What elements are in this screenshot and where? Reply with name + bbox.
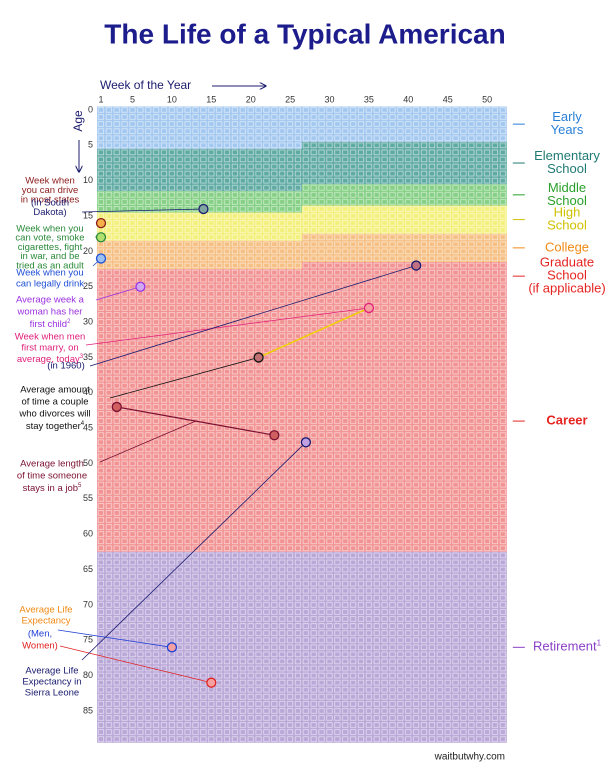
x-tick-label: 35 — [364, 94, 374, 104]
y-tick-label: 55 — [83, 493, 93, 503]
annotation-label: Women) — [22, 641, 58, 652]
x-tick-label: 20 — [246, 94, 256, 104]
credit: waitbutwhy.com — [434, 752, 505, 763]
marker — [254, 353, 263, 362]
stage-label: (if applicable) — [528, 281, 605, 296]
x-axis-label: Week of the Year — [100, 78, 191, 92]
footnote: 5 — [78, 483, 82, 489]
annotation-label: first marry, on — [21, 343, 78, 354]
annotation-label: of time someone — [17, 471, 87, 482]
annotation-label: Week when you — [16, 268, 83, 279]
annotation-text: first child — [30, 319, 67, 330]
chart-title: The Life of a Typical American — [104, 18, 505, 49]
annotation-label: who divorces will — [18, 409, 90, 420]
y-tick-label: 0 — [88, 104, 93, 114]
y-tick-label: 75 — [83, 635, 93, 645]
x-tick-label: 45 — [443, 94, 453, 104]
y-tick-label: 15 — [83, 210, 93, 220]
annotation-label: Average amount — [20, 385, 90, 396]
stage-label: Years — [551, 122, 584, 137]
annotation-label: of time a couple — [21, 397, 88, 408]
y-tick-label: 25 — [83, 281, 93, 291]
annotation-text: stays in a job — [23, 483, 78, 494]
x-tick-label: 25 — [285, 94, 295, 104]
annotation-label: Average length — [20, 459, 84, 470]
annotation-text: stay together — [26, 421, 81, 432]
week-grid — [97, 106, 507, 742]
x-tick-label: 5 — [130, 94, 135, 104]
annotation-label: Expectancy — [21, 616, 70, 627]
y-axis-label: Age — [71, 110, 85, 132]
marker — [270, 431, 279, 440]
stage-label: College — [545, 239, 589, 254]
y-tick-label: 10 — [83, 175, 93, 185]
y-tick-label: 5 — [88, 140, 93, 150]
x-tick-label: 15 — [206, 94, 216, 104]
annotation-label: Sierra Leone — [25, 688, 79, 699]
marker — [97, 233, 106, 242]
x-tick-label: 40 — [403, 94, 413, 104]
y-tick-label: 70 — [83, 599, 93, 609]
marker — [199, 204, 208, 213]
annotation-label: stays in a job5 — [23, 483, 82, 494]
annotation-label: Expectancy in — [22, 677, 81, 688]
x-tick-label: 1 — [98, 94, 103, 104]
stage-label-text: Retirement — [533, 639, 597, 654]
y-tick-label: 45 — [83, 423, 93, 433]
y-tick-label: 65 — [83, 564, 93, 574]
stage-label: School — [547, 218, 587, 233]
y-tick-label: 60 — [83, 529, 93, 539]
marker — [97, 254, 106, 263]
footnote: 1 — [597, 638, 602, 647]
marker — [97, 219, 106, 228]
y-tick-label: 85 — [83, 705, 93, 715]
y-tick-label: 80 — [83, 670, 93, 680]
marker — [207, 678, 216, 687]
y-tick-label: 40 — [83, 387, 93, 397]
annotation-label: Week when men — [15, 332, 86, 343]
annotation-label: Dakota) — [33, 207, 66, 218]
annotation-label: Average week a — [16, 295, 85, 306]
marker — [167, 643, 176, 652]
annotation-label: (Men, — [28, 629, 52, 640]
marker — [112, 402, 121, 411]
annotation-label: woman has her — [17, 307, 83, 318]
stage-label: Career — [546, 413, 587, 428]
marker — [364, 303, 373, 312]
annotation-label: Average Life — [19, 605, 72, 616]
stage-label: Retirement1 — [533, 638, 602, 654]
y-tick-label: 20 — [83, 246, 93, 256]
x-tick-label: 10 — [167, 94, 177, 104]
annotation-label: (in 1960) — [47, 361, 85, 372]
annotation-label: Average Life — [25, 666, 78, 677]
y-tick-label: 50 — [83, 458, 93, 468]
marker — [412, 261, 421, 270]
marker — [301, 438, 310, 447]
x-tick-label: 30 — [325, 94, 335, 104]
marker — [136, 282, 145, 291]
y-tick-label: 35 — [83, 352, 93, 362]
y-tick-label: 30 — [83, 316, 93, 326]
annotation-label: first child2 — [30, 319, 71, 330]
annotation-label: stay together4 — [26, 421, 85, 432]
stage-label: School — [547, 161, 587, 176]
x-tick-label: 50 — [482, 94, 492, 104]
footnote: 2 — [67, 319, 71, 325]
annotation-label: can legally drink — [16, 279, 84, 290]
